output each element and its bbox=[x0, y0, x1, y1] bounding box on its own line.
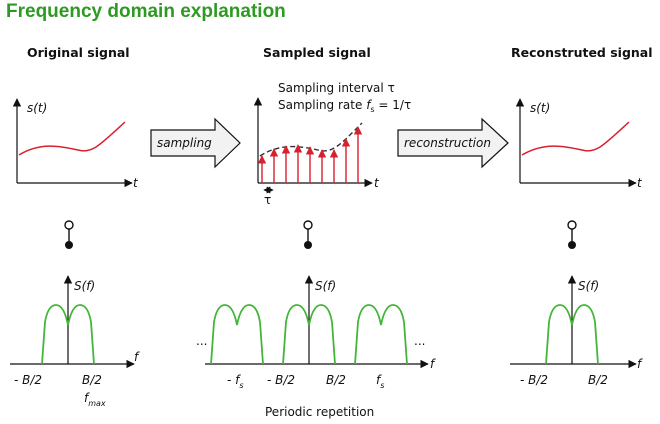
reconstructed-signal-curve bbox=[521, 121, 630, 156]
reconstructed-spectrum-x-label: f bbox=[637, 357, 643, 371]
heading-original-signal: Original signal bbox=[27, 45, 130, 60]
reconstructed-y-label: s(t) bbox=[530, 101, 550, 115]
original-signal-curve bbox=[18, 121, 126, 156]
fourier-symbol-reconstructed bbox=[567, 220, 577, 249]
sampled-spectrum-x-label: f bbox=[430, 357, 436, 371]
reconstruction-arrow-shape bbox=[397, 117, 509, 169]
fourier-symbol-sampled bbox=[303, 220, 313, 249]
sampling-arrow: sampling bbox=[150, 117, 241, 169]
original-time-plot: s(t) t bbox=[12, 98, 139, 190]
original-spectrum-plot: S(f) f - B/2 B/2 fmax bbox=[10, 275, 140, 408]
page-title: Frequency domain explanation bbox=[6, 1, 286, 22]
original-pos-b2-label: B/2 bbox=[82, 373, 102, 387]
tau-label: τ bbox=[264, 193, 271, 207]
reconstructed-time-plot: s(t) t bbox=[515, 98, 643, 190]
ellipsis-left: ... bbox=[196, 334, 207, 348]
reconstruction-arrow-label: reconstruction bbox=[404, 136, 491, 150]
sampled-x-label: t bbox=[374, 176, 380, 190]
original-spectrum-y-label: S(f) bbox=[74, 279, 95, 293]
spectrum-replica-right bbox=[354, 304, 408, 365]
neg-fs-label: - fs bbox=[227, 373, 244, 390]
reconstruction-arrow: reconstruction bbox=[397, 117, 509, 169]
sample-impulses bbox=[257, 126, 363, 183]
ellipsis-right: ... bbox=[414, 334, 425, 348]
spectrum-replica-left bbox=[210, 304, 264, 365]
heading-sampled-signal: Sampled signal bbox=[263, 45, 371, 60]
spectrum-replica-center bbox=[282, 304, 336, 365]
original-spectrum-curve bbox=[41, 304, 95, 365]
heading-reconstructed-signal: Reconstruted signal bbox=[511, 45, 653, 60]
original-spectrum-x-label: f bbox=[134, 350, 140, 364]
periodic-repetition-caption: Periodic repetition bbox=[265, 405, 374, 419]
sampled-spectrum-y-label: S(f) bbox=[315, 279, 336, 293]
pos-fs-label: fs bbox=[376, 373, 384, 390]
fmax-label: fmax bbox=[84, 391, 106, 408]
sampling-rate-text: Sampling rate fs = 1/τ bbox=[278, 98, 411, 114]
fourier-symbol-original bbox=[64, 220, 74, 249]
reconstructed-x-label: t bbox=[637, 176, 643, 190]
sampling-arrow-shape bbox=[150, 117, 241, 169]
reconstructed-neg-b2-label: - B/2 bbox=[520, 373, 548, 387]
original-x-label: t bbox=[133, 176, 139, 190]
sampling-arrow-label: sampling bbox=[157, 136, 212, 150]
original-y-label: s(t) bbox=[27, 101, 47, 115]
sampling-interval-text: Sampling interval τ bbox=[278, 81, 395, 95]
reconstructed-pos-b2-label: B/2 bbox=[588, 373, 608, 387]
original-neg-b2-label: - B/2 bbox=[14, 373, 42, 387]
sampled-spectrum-plot: ... ... S(f) f - fs - B/2 B/2 fs Periodi… bbox=[196, 275, 436, 419]
sampled-time-plot: Sampling interval τ Sampling rate fs = 1… bbox=[253, 81, 411, 207]
reconstructed-spectrum-plot: S(f) f - B/2 B/2 bbox=[510, 275, 643, 387]
sampled-neg-b2-label: - B/2 bbox=[267, 373, 295, 387]
sampled-pos-b2-label: B/2 bbox=[326, 373, 346, 387]
reconstructed-spectrum-y-label: S(f) bbox=[578, 279, 599, 293]
reconstructed-spectrum-curve bbox=[545, 304, 599, 365]
